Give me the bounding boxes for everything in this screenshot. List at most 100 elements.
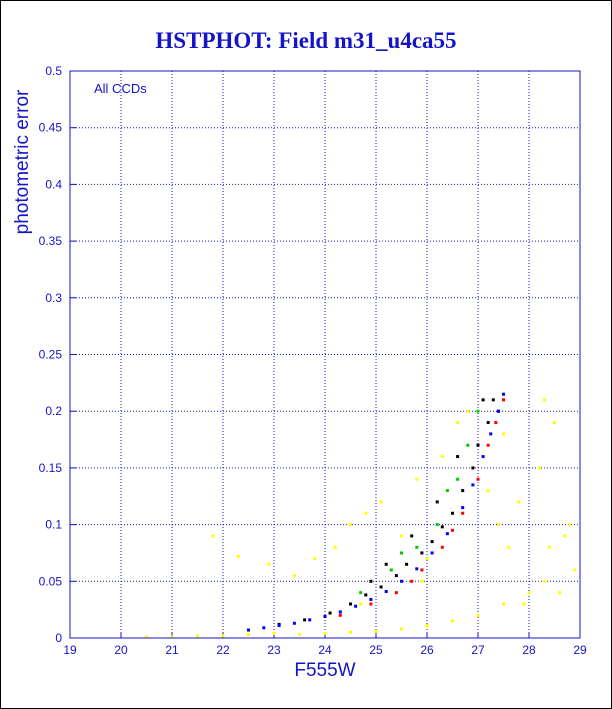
x-tick-label: 28 <box>522 643 536 657</box>
data-point <box>298 633 301 637</box>
data-point <box>247 628 250 632</box>
data-point <box>359 591 363 595</box>
data-point <box>425 557 429 561</box>
x-tick-label: 29 <box>573 643 587 657</box>
data-point <box>430 551 434 555</box>
data-point <box>379 500 383 504</box>
data-point <box>445 532 449 536</box>
chart-title: HSTPHOT: Field m31_u4ca55 <box>155 28 456 53</box>
data-point <box>349 523 352 527</box>
data-point <box>323 614 327 618</box>
data-point <box>517 500 521 504</box>
data-point <box>420 551 424 555</box>
data-point <box>563 534 567 538</box>
data-point <box>461 506 465 510</box>
y-tick-label: 0.15 <box>39 461 63 475</box>
data-point <box>502 392 505 396</box>
data-point <box>364 593 368 597</box>
data-point <box>359 602 363 606</box>
tick-layer: 19 20 21 22 23 24 25 26 27 28 29 0 0.05 0.1 0.15 0.2 0.2… <box>39 64 587 657</box>
data-point <box>425 624 429 628</box>
data-point <box>496 523 500 527</box>
data-point <box>466 409 470 413</box>
data-point <box>196 634 199 638</box>
data-point <box>502 432 505 436</box>
x-tick-label: 20 <box>114 643 128 657</box>
data-point <box>400 551 403 555</box>
data-point <box>369 597 373 601</box>
plot-area-border <box>69 70 581 639</box>
data-point <box>369 579 373 583</box>
data-point <box>440 455 444 459</box>
data-point <box>456 477 460 481</box>
data-point <box>542 579 546 583</box>
data-point <box>313 557 317 561</box>
data-point <box>456 421 460 425</box>
x-tick-label: 27 <box>471 643 485 657</box>
data-point <box>415 567 419 571</box>
data-point <box>456 455 460 459</box>
y-tick-label: 0 <box>55 631 62 645</box>
data-point <box>522 602 526 606</box>
data-point <box>272 631 276 635</box>
data-point <box>292 574 296 578</box>
x-tick-label: 21 <box>165 643 179 657</box>
y-tick-label: 0.25 <box>39 348 63 362</box>
data-point <box>384 590 388 594</box>
data-point <box>466 443 470 447</box>
data-point <box>461 489 465 493</box>
data-point <box>221 634 225 638</box>
data-point <box>471 483 475 487</box>
data-point <box>410 579 414 583</box>
data-point <box>461 511 465 515</box>
data-point <box>502 602 505 606</box>
data-point <box>430 540 434 544</box>
data-point <box>507 545 511 549</box>
data-point <box>262 626 266 630</box>
data-point <box>267 562 271 566</box>
data-point <box>445 489 449 493</box>
y-tick-label: 0.2 <box>45 404 62 418</box>
data-point <box>211 534 215 538</box>
data-point <box>471 466 475 470</box>
points-layer <box>145 392 577 639</box>
y-tick-label: 0.05 <box>39 574 63 588</box>
grid-layer <box>70 71 580 638</box>
data-point <box>323 631 327 635</box>
data-point <box>379 585 383 589</box>
x-tick-label: 19 <box>63 643 77 657</box>
data-point <box>384 562 388 566</box>
data-point <box>303 618 307 622</box>
data-point <box>568 523 572 527</box>
y-tick-label: 0.35 <box>39 234 63 248</box>
x-tick-label: 24 <box>318 643 332 657</box>
y-tick-label: 0.1 <box>45 518 62 532</box>
data-point <box>333 545 337 549</box>
data-point <box>451 511 454 515</box>
x-axis-label: F555W <box>294 660 355 681</box>
data-point <box>486 443 490 447</box>
data-point <box>277 624 281 628</box>
x-tick-label: 22 <box>216 643 230 657</box>
y-tick-label: 0.3 <box>45 291 62 305</box>
data-point <box>394 591 398 595</box>
data-point <box>400 579 403 583</box>
data-point <box>400 534 403 538</box>
x-tick-label: 25 <box>369 643 383 657</box>
data-point <box>145 635 148 639</box>
data-point <box>542 398 546 402</box>
data-point <box>486 421 490 425</box>
data-point <box>354 604 358 608</box>
data-point <box>451 619 454 623</box>
data-point <box>527 591 531 595</box>
y-tick-label: 0.4 <box>45 177 62 191</box>
data-point <box>415 545 419 549</box>
data-point <box>410 534 414 538</box>
data-point <box>489 432 493 436</box>
data-point <box>451 528 454 532</box>
data-point <box>476 477 480 481</box>
data-point <box>491 398 495 402</box>
data-point <box>420 568 424 572</box>
